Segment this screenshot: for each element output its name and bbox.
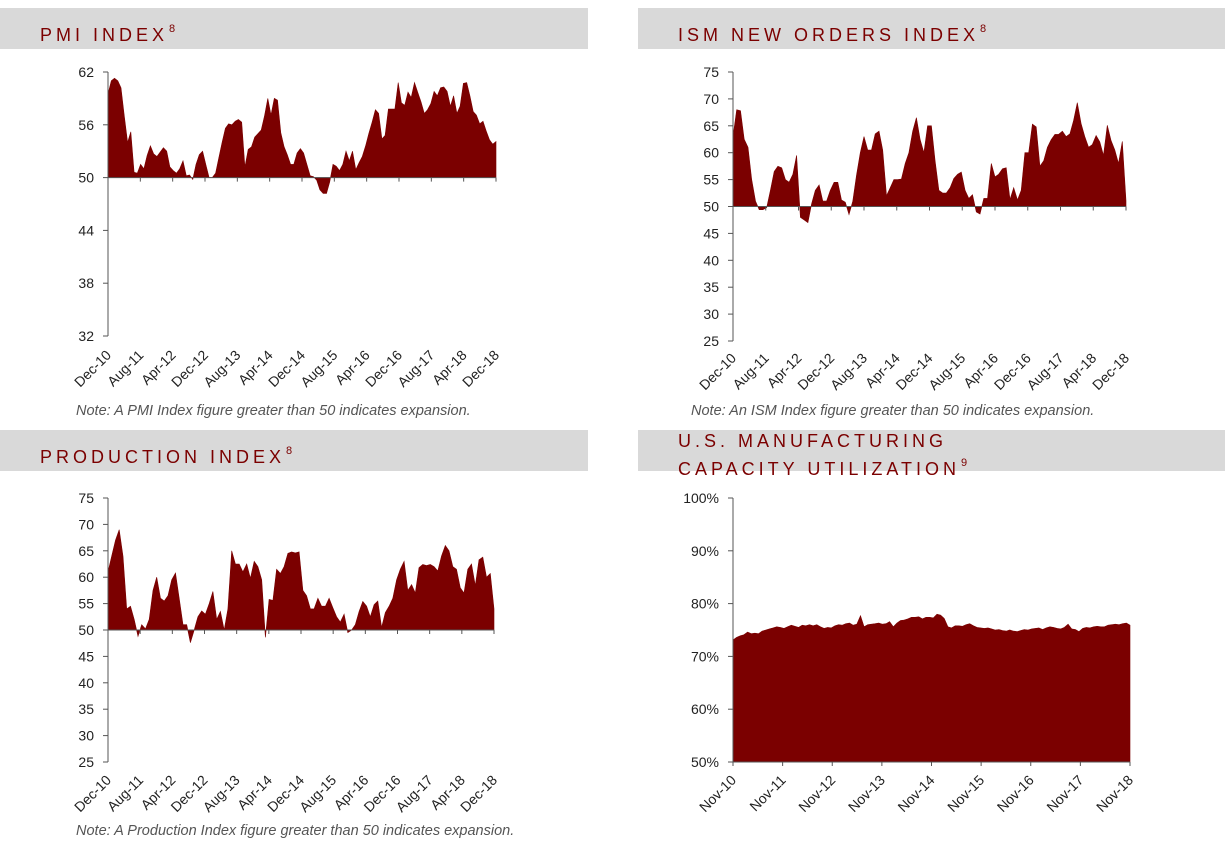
ism-y-tick-label: 55 <box>703 172 719 188</box>
pmi-title: PMI INDEX <box>40 25 169 45</box>
cap-x-tick-label: Nov-12 <box>795 772 838 815</box>
pmi-y-tick-label: 38 <box>78 275 94 291</box>
cap-x-tick-label: Nov-15 <box>944 772 987 815</box>
ism-y-tick-label: 70 <box>703 91 719 107</box>
pmi-note: Note: A PMI Index figure greater than 50… <box>76 403 471 419</box>
ism-y-tick-label: 75 <box>703 64 719 80</box>
cap-x-tick-label: Nov-11 <box>746 772 789 815</box>
ism-title-superscript: 8 <box>980 23 987 35</box>
ism-x-tick-label: Aug-13 <box>827 350 870 393</box>
prod-y-tick-label: 70 <box>78 516 94 532</box>
pmi-title-superscript: 8 <box>169 23 176 35</box>
prod-y-tick-label: 30 <box>78 728 94 744</box>
cap-area-series <box>732 613 1131 763</box>
cap-x-tick-label: Nov-10 <box>696 772 739 815</box>
pmi-y-tick-label: 50 <box>78 170 94 186</box>
pmi-area-series <box>107 77 497 194</box>
pmi-x-tick-label: Aug-17 <box>394 347 437 390</box>
cap-x-tick-label: Nov-16 <box>994 772 1037 815</box>
pmi-x-tick-label: Dec-18 <box>459 347 502 390</box>
ism-header: ISM NEW ORDERS INDEX8 <box>638 8 1225 49</box>
prod-y-tick-label: 45 <box>78 648 94 664</box>
prod-header: PRODUCTION INDEX8 <box>0 430 588 471</box>
prod-x-tick-label: Aug-15 <box>296 772 339 815</box>
ism-y-tick-label: 60 <box>703 145 719 161</box>
cap-title-superscript: 9 <box>961 457 968 469</box>
prod-chart: 2530354045505560657075Dec-10Aug-11Apr-12… <box>71 490 500 815</box>
pmi-y-tick-label: 56 <box>78 117 94 133</box>
ism-area-series <box>732 102 1127 224</box>
ism-y-tick-label: 50 <box>703 199 719 215</box>
cap-y-tick-label: 70% <box>691 648 719 664</box>
ism-y-tick-label: 35 <box>703 279 719 295</box>
cap-x-tick-label: Nov-17 <box>1043 772 1086 815</box>
cap-x-tick-label: Nov-13 <box>845 772 888 815</box>
ism-y-tick-label: 65 <box>703 118 719 134</box>
cap-y-tick-label: 100% <box>683 490 719 506</box>
cap-header: U.S. MANUFACTURING CAPACITY UTILIZATION9 <box>638 430 1225 479</box>
prod-x-tick-label: Dec-10 <box>71 772 114 815</box>
ism-note: Note: An ISM Index figure greater than 5… <box>691 403 1095 419</box>
ism-x-tick-label: Dec-18 <box>1089 350 1132 393</box>
prod-y-tick-label: 75 <box>78 490 94 506</box>
prod-y-tick-label: 35 <box>78 701 94 717</box>
ism-x-tick-label: Aug-17 <box>1023 350 1066 393</box>
pmi-y-tick-label: 62 <box>78 64 94 80</box>
prod-y-tick-label: 25 <box>78 754 94 770</box>
pmi-chart: 323844505662Dec-10Aug-11Apr-12Dec-12Aug-… <box>71 64 502 390</box>
prod-y-tick-label: 55 <box>78 596 94 612</box>
cap-x-tick-label: Nov-14 <box>894 772 937 815</box>
pmi-y-tick-label: 44 <box>78 222 94 238</box>
ism-title: ISM NEW ORDERS INDEX <box>678 25 980 45</box>
cap-title-line1: U.S. MANUFACTURING <box>678 431 948 451</box>
prod-y-tick-label: 50 <box>78 622 94 638</box>
prod-x-tick-label: Aug-13 <box>200 772 243 815</box>
pmi-x-tick-label: Aug-11 <box>104 347 147 390</box>
pmi-x-tick-label: Aug-15 <box>297 347 340 390</box>
cap-title-line2: CAPACITY UTILIZATION <box>678 459 961 479</box>
prod-area-series <box>107 529 495 643</box>
ism-x-tick-label: Dec-10 <box>696 350 739 393</box>
prod-y-tick-label: 40 <box>78 675 94 691</box>
pmi-header: PMI INDEX8 <box>0 8 588 49</box>
ism-y-tick-label: 45 <box>703 225 719 241</box>
prod-y-tick-label: 65 <box>78 543 94 559</box>
pmi-x-tick-label: Dec-10 <box>71 347 114 390</box>
prod-x-tick-label: Aug-11 <box>104 772 147 815</box>
ism-y-tick-label: 40 <box>703 252 719 268</box>
cap-y-tick-label: 60% <box>691 701 719 717</box>
cap-y-tick-label: 50% <box>691 754 719 770</box>
ism-y-tick-label: 30 <box>703 306 719 322</box>
prod-note: Note: A Production Index figure greater … <box>76 823 515 839</box>
cap-y-tick-label: 90% <box>691 543 719 559</box>
prod-x-tick-label: Dec-18 <box>457 772 500 815</box>
pmi-y-tick-label: 32 <box>78 328 94 344</box>
prod-y-tick-label: 60 <box>78 569 94 585</box>
prod-title-superscript: 8 <box>286 445 293 457</box>
cap-x-tick-label: Nov-18 <box>1093 772 1136 815</box>
cap-chart: 50%60%70%80%90%100%Nov-10 Nov-11 Nov-12 Nov… <box>683 490 1136 815</box>
ism-x-tick-label: Aug-15 <box>925 350 968 393</box>
ism-chart: 2530354045505560657075Dec-10Aug-11Apr-12… <box>696 64 1132 393</box>
pmi-x-tick-label: Aug-13 <box>200 347 243 390</box>
cap-y-tick-label: 80% <box>691 596 719 612</box>
ism-y-tick-label: 25 <box>703 333 719 349</box>
prod-x-tick-label: Aug-17 <box>393 772 436 815</box>
prod-title: PRODUCTION INDEX <box>40 447 286 467</box>
ism-x-tick-label: Aug-11 <box>729 350 772 393</box>
